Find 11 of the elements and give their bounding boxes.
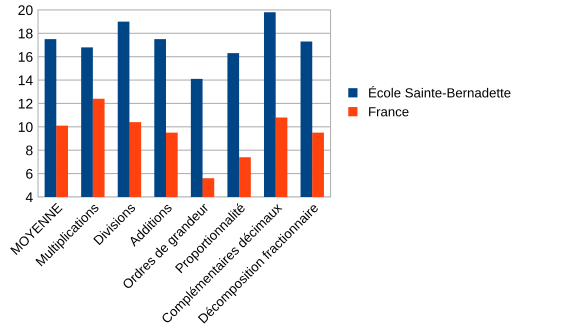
y-tick-label: 16 [18, 52, 33, 62]
y-tick-label: 6 [26, 168, 33, 179]
legend-label: France [369, 107, 409, 116]
y-tick-label: 4 [26, 192, 33, 202]
legend-label: École Sainte-Bernadette [369, 86, 510, 98]
y-tick-label: 8 [26, 146, 33, 156]
y-tick-label: 20 [18, 5, 33, 16]
y-tick-label: 12 [18, 98, 32, 108]
y-tick-label: 18 [18, 28, 33, 38]
y-tick-label: 14 [18, 76, 33, 86]
y-tick-label: 10 [18, 122, 33, 132]
